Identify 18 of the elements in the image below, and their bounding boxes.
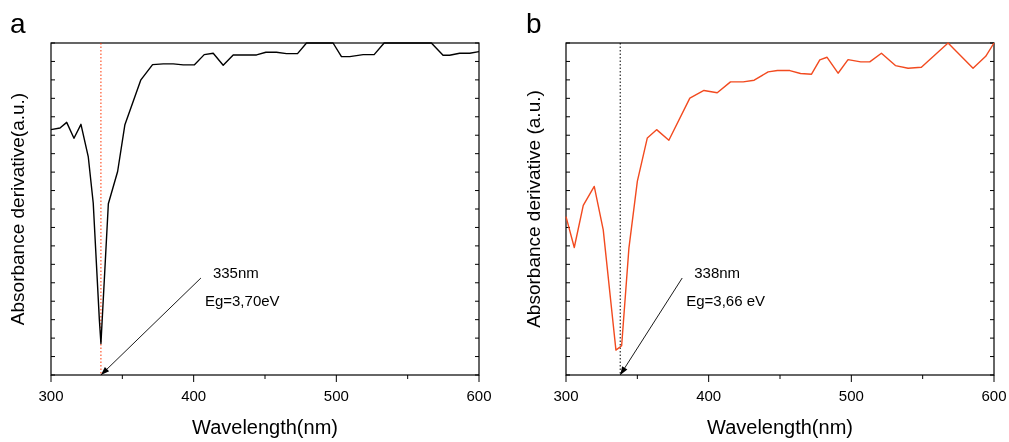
x-axis-title: Wavelength(nm): [707, 416, 853, 438]
x-tick-label: 400: [181, 387, 207, 404]
annotation: Eg=3,70eV: [204, 292, 280, 309]
y-axis-title: Absorbance derivative(a.u.): [7, 92, 28, 326]
y-axis-title: Absorbance derivative (a.u.): [523, 90, 544, 328]
chart-title: b: [526, 8, 542, 39]
x-axis-title: Wavelength(nm): [192, 416, 338, 438]
annotation: 335nm: [212, 264, 259, 281]
x-tick-label: 300: [38, 387, 64, 404]
x-tick-label: 300: [553, 387, 579, 404]
x-tick-label: 400: [696, 387, 722, 404]
x-tick-label: 500: [838, 387, 864, 404]
x-tick-label: 500: [323, 387, 349, 404]
x-tick-label: 600: [981, 387, 1007, 404]
annotation: 338nm: [694, 264, 741, 281]
chart-title: a: [10, 8, 26, 39]
annotation: Eg=3,66 eV: [686, 292, 766, 309]
x-tick-label: 600: [466, 387, 492, 404]
